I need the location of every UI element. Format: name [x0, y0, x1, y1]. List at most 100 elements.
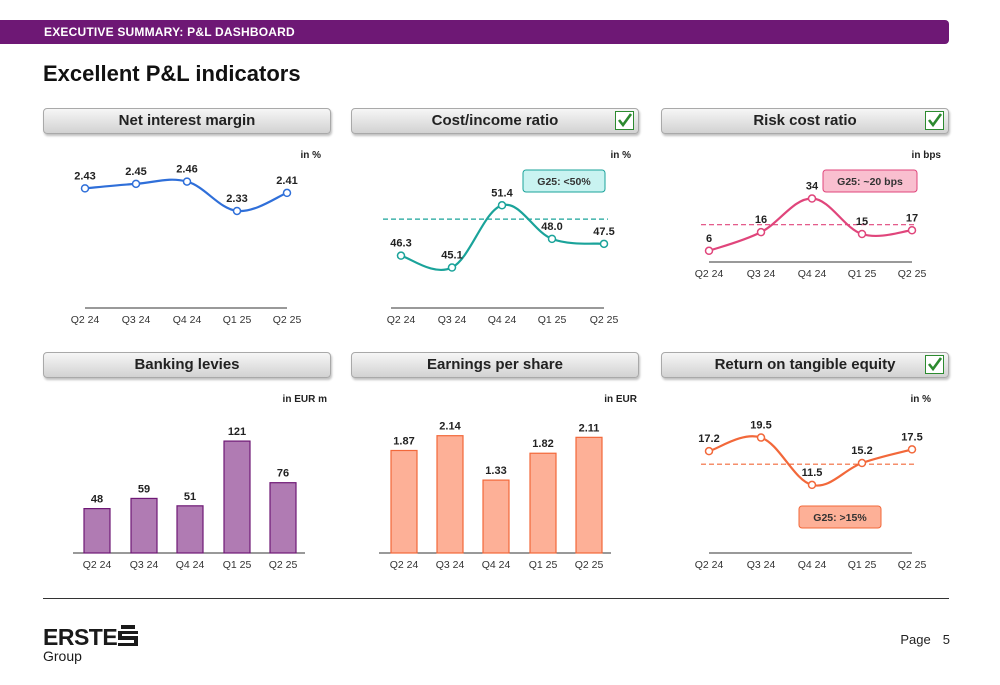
x-tick-label: Q4 24 [482, 559, 511, 571]
data-point [80, 184, 90, 193]
data-label: 51 [184, 491, 196, 503]
target-badge-label: G25: <50% [537, 176, 591, 188]
data-label: 59 [138, 483, 150, 495]
data-point [807, 480, 817, 490]
unit-label: in % [610, 150, 631, 161]
unit-label: in % [300, 150, 321, 161]
bar [223, 440, 251, 554]
target-badge-box [822, 169, 918, 193]
target-badge: G25: >15% [798, 505, 882, 529]
checkmark-icon [925, 355, 944, 374]
page-label: Page [900, 632, 931, 647]
x-tick-label: Q4 24 [798, 268, 827, 280]
data-label: 121 [228, 426, 246, 438]
data-label: 34 [806, 181, 819, 193]
data-label: 1.82 [532, 438, 553, 450]
data-label: 48 [91, 494, 103, 506]
data-point [704, 246, 714, 256]
panel-return-on-tangible-equity: Return on tangible equity in % Q2 24 Q3 24 Q… [661, 352, 951, 592]
data-label: 45.1 [441, 250, 462, 262]
x-tick-label: Q2 24 [695, 268, 724, 280]
data-point [447, 263, 457, 272]
panel-banking-levies: Banking levies in EUR m Q2 24 Q3 24 Q4 24 Q1 … [43, 352, 333, 592]
logo-group-text: Group [43, 648, 82, 664]
data-label: 2.11 [579, 422, 600, 434]
x-tick-label: Q1 25 [223, 559, 252, 571]
unit-label: in EUR m [282, 394, 327, 405]
bar [390, 449, 418, 554]
bar [529, 452, 557, 554]
page-title: Excellent P&L indicators [43, 61, 301, 86]
x-tick-label: Q2 24 [390, 559, 419, 571]
data-point [497, 201, 507, 210]
x-tick-label: Q2 24 [387, 314, 416, 326]
data-label: 47.5 [593, 226, 614, 238]
data-label: 15.2 [851, 445, 872, 457]
x-tick-label: Q3 24 [438, 314, 467, 326]
header-banner: EXECUTIVE SUMMARY: P&L DASHBOARD [0, 20, 949, 44]
data-point [599, 239, 609, 249]
chart-title: Net interest margin [43, 108, 331, 134]
erste-logo: ERSTE Group [43, 624, 138, 664]
chart-title: Risk cost ratio [661, 108, 949, 134]
x-tick-label: Q2 25 [575, 559, 604, 571]
chart-title: Banking levies [43, 352, 331, 378]
data-label: 2.41 [276, 175, 297, 187]
series-line [400, 203, 605, 271]
data-label: 16 [755, 214, 767, 226]
chart-rcr: Q2 24 Q3 24 Q4 24 Q1 25 Q2 25 6 16 34 15 17 G25: ~… [695, 169, 927, 280]
data-label: 19.5 [750, 420, 771, 432]
chart-nim: Q2 24 Q3 24 Q4 24 Q1 25 Q2 25 2.43 2.45 2.46 2.3… [71, 164, 302, 326]
page-number: Page 5 [900, 632, 950, 647]
data-label: 2.45 [125, 166, 146, 178]
footer-divider [43, 598, 949, 599]
chart-title: Earnings per share [351, 352, 639, 378]
x-tick-label: Q2 25 [898, 268, 927, 280]
unit-label: in % [910, 394, 931, 405]
data-point [704, 446, 714, 456]
data-label: 2.43 [74, 170, 95, 182]
chart-bl: Q2 24 Q3 24 Q4 24 Q1 25 Q2 25 48 59 51 121 76 [73, 426, 305, 571]
data-label: 51.4 [491, 187, 513, 199]
chart-title: Return on tangible equity [661, 352, 949, 378]
x-tick-label: Q2 24 [83, 559, 112, 571]
x-tick-label: Q2 25 [269, 559, 298, 571]
x-tick-label: Q1 25 [848, 559, 877, 571]
x-tick-label: Q2 25 [590, 314, 619, 326]
panel-net-interest-margin: Net interest margin in % Q2 24 Q3 24 Q4 24 Q1… [43, 108, 333, 348]
chart-rote: Q2 24 Q3 24 Q4 24 Q1 25 Q2 25 17.2 19.5 11.5 15.… [695, 420, 927, 571]
panel-cost-income-ratio: Cost/income ratio in % Q2 24 Q3 24 Q4 24 Q1 2… [351, 108, 641, 348]
bar [436, 435, 464, 554]
banner-text: EXECUTIVE SUMMARY: P&L DASHBOARD [44, 25, 295, 39]
data-point [857, 458, 867, 468]
x-tick-label: Q2 24 [695, 559, 724, 571]
checkmark-icon [925, 111, 944, 130]
x-tick-label: Q2 25 [273, 314, 302, 326]
chart-title: Cost/income ratio [351, 108, 639, 134]
unit-label: in bps [911, 150, 941, 161]
bar [83, 508, 111, 554]
data-point [131, 179, 141, 189]
chart-cir: Q2 24 Q3 24 Q4 24 Q1 25 Q2 25 46.3 45.1 51.4 48.… [383, 169, 619, 326]
data-label: 17.5 [901, 431, 922, 443]
x-tick-label: Q1 25 [848, 268, 877, 280]
data-point [182, 177, 192, 186]
x-tick-label: Q1 25 [529, 559, 558, 571]
x-tick-label: Q3 24 [747, 268, 776, 280]
x-tick-label: Q1 25 [223, 314, 252, 326]
bar [176, 505, 204, 554]
target-badge: G25: <50% [522, 169, 606, 193]
data-label: 2.33 [226, 193, 247, 205]
data-label: 76 [277, 468, 289, 480]
bar [130, 497, 158, 554]
data-label: 6 [706, 233, 712, 245]
checkmark-icon [615, 111, 634, 130]
data-point [857, 229, 867, 239]
data-label: 48.0 [541, 221, 562, 233]
target-badge-box [798, 505, 882, 529]
data-point [756, 433, 766, 442]
data-point [547, 234, 557, 244]
data-label: 1.33 [485, 465, 506, 477]
data-point [907, 445, 917, 454]
unit-label: in EUR [604, 394, 637, 405]
